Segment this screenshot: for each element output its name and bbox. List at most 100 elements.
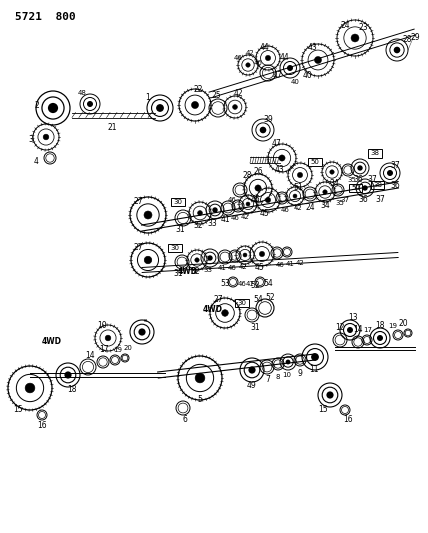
Text: 42: 42 <box>239 264 247 270</box>
Text: 4WD: 4WD <box>42 337 62 346</box>
Text: 54: 54 <box>253 295 263 304</box>
Text: 31: 31 <box>173 269 183 278</box>
Text: 2: 2 <box>35 101 39 109</box>
Text: 46: 46 <box>231 215 239 221</box>
Text: 51: 51 <box>293 183 303 192</box>
Text: 18: 18 <box>375 321 385 330</box>
Text: 47: 47 <box>273 70 283 79</box>
Text: 33: 33 <box>203 267 212 273</box>
Text: 30: 30 <box>173 199 182 205</box>
Bar <box>171 198 185 206</box>
Text: 35: 35 <box>336 200 345 206</box>
Text: 6: 6 <box>183 416 187 424</box>
Circle shape <box>144 256 152 264</box>
Text: 5721  800: 5721 800 <box>15 12 76 22</box>
Text: 11: 11 <box>309 366 319 375</box>
Circle shape <box>138 328 146 336</box>
Circle shape <box>287 65 293 71</box>
Circle shape <box>265 55 270 61</box>
Text: 42: 42 <box>241 214 250 220</box>
Circle shape <box>222 310 228 316</box>
Text: 30: 30 <box>170 245 179 251</box>
Text: 36: 36 <box>358 196 368 205</box>
Text: 43: 43 <box>275 166 285 174</box>
Bar <box>168 244 182 252</box>
Text: 24: 24 <box>305 203 315 212</box>
Text: 10: 10 <box>97 320 107 329</box>
Text: 35: 35 <box>348 177 357 183</box>
Text: 14: 14 <box>85 351 95 359</box>
Text: 42: 42 <box>294 205 302 211</box>
Circle shape <box>243 253 247 257</box>
Text: 41: 41 <box>217 265 226 271</box>
Text: 25: 25 <box>211 92 221 101</box>
Text: 19: 19 <box>389 323 398 329</box>
Text: 7: 7 <box>265 376 270 384</box>
Text: 38: 38 <box>371 150 380 156</box>
Text: 50: 50 <box>311 159 319 165</box>
Text: 19: 19 <box>113 347 122 353</box>
Text: 53: 53 <box>220 279 230 288</box>
Text: 23: 23 <box>358 23 368 33</box>
Circle shape <box>351 34 359 42</box>
Circle shape <box>387 170 393 176</box>
Text: 40: 40 <box>303 70 313 79</box>
Circle shape <box>156 104 164 112</box>
Text: 41: 41 <box>220 215 230 224</box>
Text: 52: 52 <box>250 280 260 289</box>
Circle shape <box>362 185 368 191</box>
Circle shape <box>191 101 199 109</box>
Text: 48: 48 <box>77 90 86 96</box>
Text: 15: 15 <box>318 406 328 415</box>
Bar <box>308 158 322 166</box>
Text: 22: 22 <box>193 85 203 94</box>
Circle shape <box>315 56 321 63</box>
Text: 37: 37 <box>390 160 400 169</box>
Bar <box>372 181 384 189</box>
Circle shape <box>330 170 334 174</box>
Circle shape <box>311 353 319 361</box>
Text: 38: 38 <box>374 182 383 188</box>
Text: 42: 42 <box>233 90 243 99</box>
Circle shape <box>255 185 261 191</box>
Circle shape <box>246 202 250 206</box>
Text: 1: 1 <box>146 93 150 101</box>
Text: 31: 31 <box>175 225 185 235</box>
Text: 30: 30 <box>238 300 247 306</box>
Text: 15: 15 <box>13 406 23 415</box>
Circle shape <box>248 366 256 374</box>
Circle shape <box>285 360 291 365</box>
Text: 3: 3 <box>29 135 33 144</box>
Text: 34: 34 <box>329 180 339 189</box>
Circle shape <box>246 63 250 67</box>
Text: 26: 26 <box>253 167 263 176</box>
Text: 31: 31 <box>250 324 260 333</box>
Text: 28: 28 <box>402 36 412 44</box>
Circle shape <box>195 373 205 383</box>
Text: 4WD: 4WD <box>178 268 198 277</box>
Text: 18: 18 <box>67 385 77 394</box>
Circle shape <box>293 194 297 198</box>
Text: 47: 47 <box>272 139 282 148</box>
Text: 46: 46 <box>228 265 236 271</box>
Text: o: o <box>143 318 147 322</box>
Bar <box>235 299 249 307</box>
Circle shape <box>279 155 285 161</box>
Text: 43: 43 <box>308 43 318 52</box>
Text: 13: 13 <box>348 313 358 322</box>
Text: 28: 28 <box>242 171 252 180</box>
Text: 46: 46 <box>234 55 242 61</box>
Text: 52: 52 <box>265 294 275 303</box>
Bar <box>368 149 382 157</box>
Text: 46: 46 <box>238 281 247 287</box>
Circle shape <box>207 255 213 261</box>
Text: 46: 46 <box>281 207 289 213</box>
Circle shape <box>195 258 199 262</box>
Text: 45: 45 <box>255 262 265 271</box>
Text: 49: 49 <box>247 381 257 390</box>
Circle shape <box>377 335 383 341</box>
Text: 37: 37 <box>341 197 350 203</box>
Text: 12: 12 <box>335 324 345 333</box>
Text: 42: 42 <box>296 260 304 266</box>
Text: 46: 46 <box>253 60 262 66</box>
